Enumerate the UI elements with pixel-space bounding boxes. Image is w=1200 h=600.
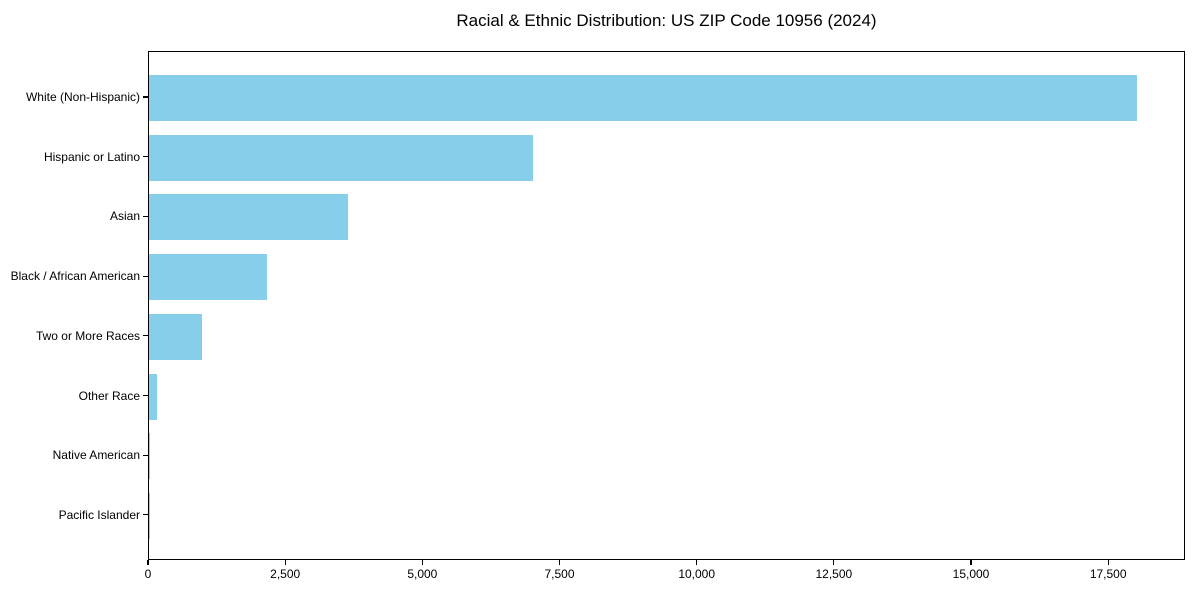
y-axis-tick [143,96,148,98]
y-axis-label: Two or More Races [35,328,140,343]
x-axis-tick [558,560,561,565]
y-axis-label: White (Non-Hispanic) [25,90,140,104]
plot-area [148,51,1185,560]
bar-two-or-more-races [149,313,202,360]
x-axis-tick-label: 10,000 [678,567,716,581]
x-axis-tick-label: 0 [144,567,152,581]
x-axis-tick [970,560,972,565]
x-axis-tick [147,560,149,565]
x-axis-tick [421,560,423,565]
y-axis-tick [143,335,148,337]
y-axis-label: Hispanic or Latino [43,149,140,164]
x-axis-tick-label: 17,500 [1089,567,1127,581]
x-axis-tick-label: 7,500 [544,567,575,581]
bar-black-african-american [149,254,267,301]
x-axis-tick [1107,560,1109,565]
y-axis-label: Native American [52,448,140,463]
x-axis-tick-label: 15,000 [952,567,990,581]
y-axis-tick [143,514,148,516]
y-axis-label: Asian [109,209,140,224]
bar-other-race [149,373,158,420]
x-axis-tick [696,560,698,565]
y-axis-tick [143,394,148,397]
y-axis-tick [143,454,148,456]
x-axis-tick [833,560,835,565]
y-axis-tick [143,275,148,277]
x-axis-tick-label: 5,000 [407,567,438,581]
x-axis-tick-label: 12,500 [815,567,853,581]
y-axis-label: Pacific Islander [58,507,140,522]
bar-asian [149,194,349,241]
chart-title: Racial & Ethnic Distribution: US ZIP Cod… [456,11,877,30]
x-axis-tick [284,560,286,565]
x-axis-tick-label: 2,500 [270,567,301,581]
bar-hispanic-or-latino [149,134,534,181]
bar-white-non-hispanic [149,75,1137,121]
y-axis-tick [143,156,148,158]
bar-native-american [149,433,151,480]
y-axis-label: Other Race [78,388,140,403]
y-axis-tick [143,215,148,217]
y-axis-label: Black / African American [10,269,140,284]
